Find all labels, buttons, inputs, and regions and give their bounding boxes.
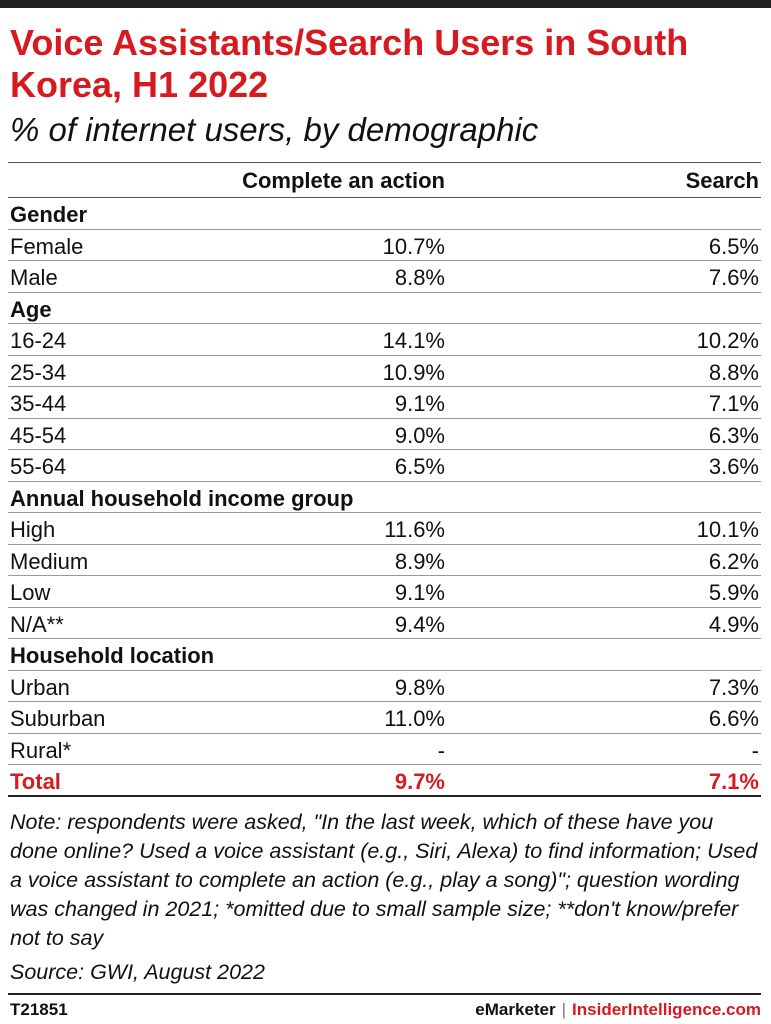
row-label: 25-34: [10, 359, 67, 385]
value-search: 10.2%: [696, 328, 759, 353]
row-label: 55-64: [10, 454, 67, 479]
value-complete-action: 9.0%: [394, 422, 445, 448]
table-row: Male 8.8% 7.6%: [8, 261, 761, 293]
table-row: Female 10.7% 6.5%: [8, 230, 761, 261]
value-complete-action: 8.9%: [394, 548, 445, 574]
value-complete-action: 9.1%: [394, 580, 445, 605]
table-row: High 11.6% 10.1%: [8, 513, 761, 545]
footer-brand: eMarketer | InsiderIntelligence.com: [475, 1000, 761, 1020]
table-row: Low 9.1% 5.9%: [8, 576, 761, 608]
total-search: 7.1%: [708, 769, 759, 794]
value-complete-action: 6.5%: [394, 454, 445, 479]
column-header-search: Search: [685, 168, 759, 193]
section-label: Gender: [10, 202, 88, 227]
value-search: 6.2%: [708, 548, 759, 574]
table-row: 35-44 9.1% 7.1%: [8, 387, 761, 419]
brand-separator: |: [561, 1000, 567, 1019]
chart-title: Voice Assistants/Search Users in South K…: [10, 22, 689, 105]
footer-divider: [8, 993, 761, 995]
value-search: 7.1%: [708, 391, 759, 416]
value-complete-action: 9.8%: [394, 674, 445, 700]
value-search: 6.3%: [708, 422, 759, 448]
row-label: Female: [10, 233, 84, 259]
row-label: Male: [10, 265, 58, 290]
row-label: 35-44: [10, 391, 67, 416]
note-text: Note: respondents were asked, "In the la…: [10, 810, 758, 950]
value-search: 6.6%: [708, 706, 759, 731]
total-row: Total 9.7% 7.1%: [8, 765, 761, 797]
table-row: 55-64 6.5% 3.6%: [8, 450, 761, 482]
column-header-complete-action: Complete an action: [242, 168, 445, 193]
value-search: 3.6%: [708, 454, 759, 479]
table-row: Urban 9.8% 7.3%: [8, 671, 761, 702]
table-row: Suburban 11.0% 6.6%: [8, 702, 761, 734]
value-search: 7.3%: [708, 674, 759, 700]
row-label: Suburban: [10, 706, 106, 731]
value-complete-action: 9.4%: [394, 611, 445, 637]
table-row: 16-24 14.1% 10.2%: [8, 324, 761, 356]
row-label: Rural*: [10, 737, 72, 763]
data-table: Complete an action Search Gender Female 10…: [8, 162, 761, 797]
value-search: 7.6%: [708, 265, 759, 290]
table-body: Gender Female 10.7% 6.5% Male 8.8% 7.6% Age 16-2…: [8, 198, 761, 765]
top-bar: [0, 0, 771, 8]
value-complete-action: 10.9%: [382, 359, 445, 385]
brand-emarketer: eMarketer: [475, 1000, 556, 1019]
row-label: N/A**: [10, 611, 64, 637]
table-row: N/A** 9.4% 4.9%: [8, 608, 761, 639]
section-row: Age: [8, 293, 761, 324]
value-complete-action: 14.1%: [382, 328, 445, 353]
chart-subtitle: % of internet users, by demographic: [10, 111, 539, 148]
section-row: Gender: [8, 198, 761, 230]
table-row: Medium 8.9% 6.2%: [8, 545, 761, 576]
row-label: Medium: [10, 548, 89, 574]
total-label: Total: [10, 769, 61, 794]
value-complete-action: 9.1%: [394, 391, 445, 416]
section-label: Household location: [10, 643, 215, 668]
section-label: Age: [10, 296, 52, 322]
row-label: High: [10, 517, 56, 542]
row-label: 16-24: [10, 328, 67, 353]
value-complete-action: -: [437, 737, 445, 763]
table-row: Rural* - -: [8, 734, 761, 765]
value-complete-action: 8.8%: [394, 265, 445, 290]
value-complete-action: 11.6%: [384, 517, 445, 542]
value-search: 4.9%: [708, 611, 759, 637]
source-text: Source: GWI, August 2022: [10, 960, 265, 984]
table-header: Complete an action Search: [8, 162, 761, 198]
chart-id: T21851: [10, 1000, 68, 1019]
value-search: 6.5%: [708, 233, 759, 259]
total-complete-action: 9.7%: [394, 769, 445, 794]
section-row: Household location: [8, 639, 761, 671]
value-complete-action: 11.0%: [384, 706, 445, 731]
value-search: 8.8%: [708, 359, 759, 385]
table-row: 45-54 9.0% 6.3%: [8, 419, 761, 450]
row-label: Low: [10, 580, 51, 605]
brand-insider-intelligence: InsiderIntelligence.com: [572, 1000, 761, 1019]
value-search: 5.9%: [708, 580, 759, 605]
table-row: 25-34 10.9% 8.8%: [8, 356, 761, 387]
value-complete-action: 10.7%: [382, 233, 445, 259]
row-label: Urban: [10, 674, 70, 700]
row-label: 45-54: [10, 422, 67, 448]
section-label: Annual household income group: [10, 485, 354, 511]
section-row: Annual household income group: [8, 482, 761, 513]
value-search: -: [751, 737, 759, 763]
value-search: 10.1%: [696, 517, 759, 542]
